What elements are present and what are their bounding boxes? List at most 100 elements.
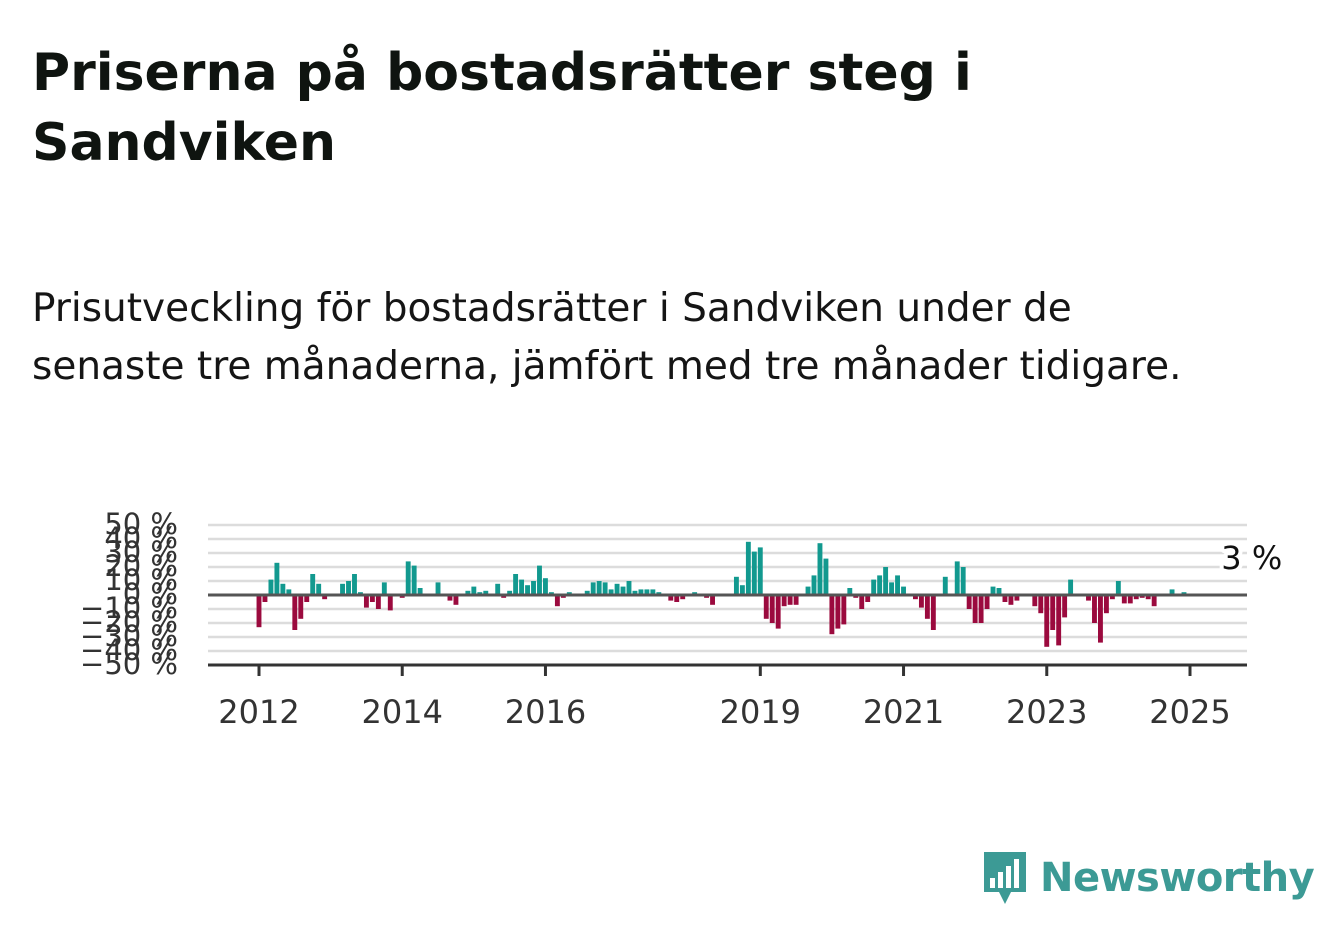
bar <box>835 595 841 629</box>
bar <box>972 595 978 623</box>
bar <box>1086 595 1091 601</box>
y-tick-label: 20 % <box>104 549 178 583</box>
bar <box>632 590 638 595</box>
bar <box>1133 595 1139 600</box>
bar <box>447 595 453 601</box>
bar <box>608 589 614 595</box>
bar <box>811 575 817 595</box>
bar <box>733 576 739 595</box>
bar <box>352 574 357 595</box>
y-tick-label: −10 % <box>80 591 178 625</box>
bar <box>596 581 602 595</box>
bar <box>966 595 972 609</box>
bar <box>411 565 417 595</box>
newsworthy-logo-icon <box>984 852 1026 904</box>
y-tick-label: −40 % <box>80 633 178 667</box>
bar <box>859 595 865 609</box>
bar <box>978 595 984 623</box>
bar <box>841 595 847 625</box>
bar <box>519 579 525 595</box>
bar <box>680 595 686 600</box>
bar <box>304 595 310 602</box>
bar <box>590 582 596 595</box>
bar <box>781 595 787 607</box>
bar <box>644 589 650 595</box>
bar <box>1008 595 1014 605</box>
bar <box>465 590 471 595</box>
bar <box>554 595 560 607</box>
x-tick-label: 2014 <box>362 693 443 731</box>
bar <box>543 578 548 595</box>
bar <box>495 583 501 595</box>
bar <box>924 595 930 619</box>
x-tick-label: 2023 <box>1006 693 1087 731</box>
bar <box>346 581 351 595</box>
x-tick-label: 2019 <box>720 693 801 731</box>
bar <box>913 595 918 600</box>
bar <box>805 586 811 595</box>
bar <box>1068 579 1074 595</box>
bar <box>453 595 459 605</box>
bar <box>1169 589 1175 595</box>
y-tick-label: −30 % <box>80 619 178 653</box>
chart-subtitle: Prisutveckling för bostadsrätter i Sandv… <box>32 286 1182 389</box>
bar <box>745 541 751 595</box>
bar <box>620 586 626 595</box>
bar <box>650 589 656 595</box>
bar <box>310 574 316 595</box>
bars <box>256 541 1187 647</box>
bar <box>417 588 423 595</box>
bar <box>405 561 411 595</box>
bar <box>1121 595 1127 604</box>
bar <box>435 582 441 595</box>
bar <box>638 589 644 595</box>
x-tick-label: 2021 <box>863 693 944 731</box>
bar <box>668 595 674 601</box>
bar <box>769 595 775 623</box>
bar <box>1044 595 1050 647</box>
bar <box>871 579 877 595</box>
bar <box>877 575 883 595</box>
bar <box>292 595 298 630</box>
bar <box>1062 595 1068 618</box>
bar <box>775 595 781 629</box>
bar <box>626 581 632 595</box>
bar <box>793 595 799 605</box>
bar <box>996 588 1002 595</box>
gridlines <box>208 523 1247 653</box>
bar <box>918 595 924 608</box>
bar <box>847 588 853 595</box>
chart-title: Priserna på bostadsrätter steg i Sandvik… <box>32 43 972 173</box>
bar <box>537 565 542 595</box>
y-tick-label: 30 % <box>104 535 178 569</box>
bar <box>1002 595 1008 602</box>
bar <box>984 595 990 609</box>
bar <box>1098 595 1103 643</box>
bar <box>942 576 948 595</box>
bar <box>513 574 519 595</box>
bar <box>584 590 590 595</box>
x-axis-tick-labels: 2012 2014 2016 2019 2021 2023 2025 <box>218 665 1231 731</box>
bar <box>710 595 715 605</box>
x-tick-label: 2012 <box>218 693 299 731</box>
bar <box>280 583 286 595</box>
bar <box>363 595 369 608</box>
bar <box>387 595 393 611</box>
bar <box>895 575 900 595</box>
bar <box>1092 595 1097 623</box>
bar <box>1050 595 1056 630</box>
bar <box>525 585 530 595</box>
bar <box>990 586 996 595</box>
bar <box>602 582 608 595</box>
bar <box>787 595 793 605</box>
bar <box>1014 595 1020 601</box>
bar <box>1032 595 1038 607</box>
bar <box>256 595 262 628</box>
bar <box>954 561 960 595</box>
brand: Newsworthy <box>980 848 1315 908</box>
y-tick-label: −20 % <box>80 605 178 639</box>
bar <box>369 595 375 602</box>
bar <box>298 595 304 619</box>
bar <box>286 589 292 595</box>
bar <box>1145 595 1151 600</box>
